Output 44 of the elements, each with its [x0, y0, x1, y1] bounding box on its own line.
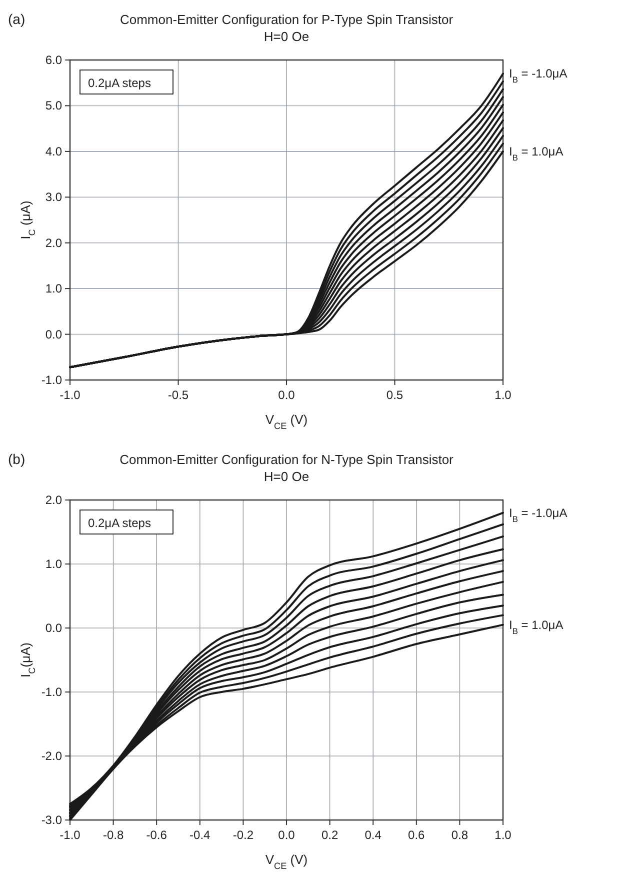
x-axis-title: V$_{CE}$ (V)	[265, 852, 308, 871]
y-tick-label: 0.0	[45, 327, 62, 342]
x-tick-label: 0.2	[321, 828, 338, 842]
text: (b)	[8, 451, 26, 467]
x-tick-label: 0.0	[278, 388, 296, 402]
y-tick-label: -1.0	[41, 373, 62, 387]
x-tick-label: 0.0	[278, 828, 296, 842]
x-tick-label: 1.0	[494, 388, 512, 402]
text: I$_{B}$ = 1.0μA	[509, 618, 564, 636]
text: I$_{B}$ = -1.0μA	[509, 66, 568, 85]
chart-subtitle: H=0 Oe	[264, 469, 310, 484]
y-tick-label: 3.0	[45, 190, 62, 204]
chart-title: Common-Emitter Configuration for N-Type Spin Transistor	[120, 452, 454, 467]
x-tick-label: -0.5	[168, 388, 189, 402]
chart-title: Common-Emitter Configuration for P-Type Spin Transistor	[120, 12, 454, 27]
y-tick-label: 1.0	[45, 557, 62, 571]
y-tick-label: 4.0	[45, 144, 62, 158]
y-tick-label: -2.0	[41, 749, 62, 763]
x-axis-title: V$_{CE}$ (V)	[265, 412, 308, 431]
y-tick-label: 0.0	[45, 621, 62, 635]
annotation: 0.2μA steps	[88, 76, 151, 90]
chart-subtitle: H=0 Oe	[264, 29, 310, 44]
y-tick-label: 2.0	[45, 236, 62, 250]
y-tick-label: -3.0	[41, 813, 62, 827]
x-tick-label: -0.4	[190, 828, 211, 842]
y-tick-label: 5.0	[45, 98, 62, 113]
text: (a)	[8, 11, 26, 27]
x-tick-label: 0.5	[386, 388, 404, 402]
y-tick-label: 6.0	[45, 53, 62, 67]
y-tick-label: -1.0	[41, 685, 62, 699]
text: I$_{B}$ = 1.0μA	[509, 144, 564, 162]
text: I$_{B}$ = -1.0μA	[509, 506, 568, 524]
x-tick-label: -1.0	[60, 828, 81, 842]
annotation: 0.2μA steps	[88, 516, 151, 530]
x-tick-label: -0.8	[102, 828, 124, 842]
x-tick-label: -0.6	[146, 828, 168, 842]
y-tick-label: 1.0	[45, 282, 62, 296]
y-tick-label: 2.0	[45, 493, 62, 507]
x-tick-label: 0.4	[364, 828, 382, 842]
x-tick-label: -0.2	[232, 828, 254, 842]
x-tick-label: 0.8	[451, 828, 468, 842]
x-tick-label: 1.0	[494, 828, 512, 842]
x-tick-label: 0.6	[408, 828, 426, 842]
x-tick-label: -1.0	[60, 388, 81, 402]
